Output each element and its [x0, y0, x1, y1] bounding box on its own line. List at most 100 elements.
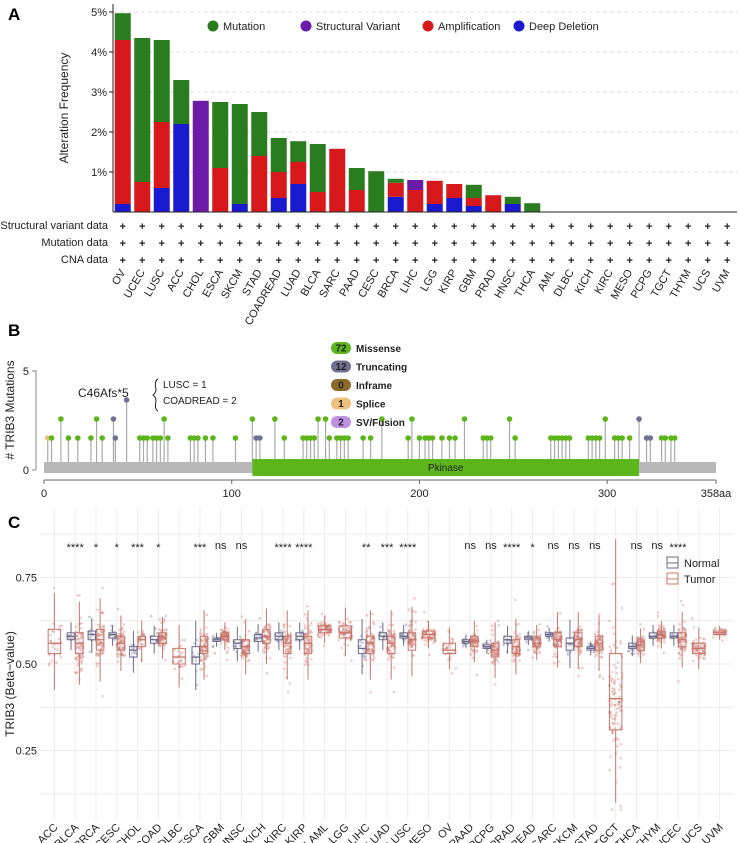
jitter-point [518, 632, 522, 636]
lollipop-head [512, 435, 518, 441]
jitter-point [608, 645, 612, 648]
jitter-point [70, 637, 73, 640]
jitter-point [164, 658, 167, 662]
jitter-point [305, 633, 308, 636]
jitter-point [388, 629, 391, 633]
jitter-point [612, 713, 616, 717]
jitter-point [227, 640, 230, 643]
jitter-point [694, 644, 698, 647]
jitter-point [533, 651, 537, 654]
jitter-point [533, 648, 536, 652]
jitter-point [391, 644, 394, 647]
jitter-point [517, 643, 520, 647]
jitter-point [349, 620, 353, 624]
jitter-point [226, 646, 230, 650]
jitter-point [81, 654, 85, 658]
lollipop-head [671, 435, 678, 441]
jitter-point [96, 643, 100, 647]
jitter-point [401, 633, 405, 636]
jitter-point [59, 624, 63, 627]
jitter-point [204, 639, 208, 643]
row-marker: + [510, 221, 516, 233]
jitter-point [387, 639, 391, 643]
jitter-point [496, 619, 500, 623]
y-tick-label: 3% [91, 87, 107, 99]
jitter-point [286, 644, 289, 648]
jitter-point [474, 638, 478, 642]
jitter-point [162, 618, 166, 621]
jitter-point [316, 635, 320, 638]
bar-gbm-mutation [465, 184, 482, 198]
panel-a-data-rows: Structural variant data + + + + + + + + + + + + + + + + +… [0, 220, 730, 267]
jitter-point [285, 639, 288, 643]
jitter-point [117, 638, 121, 641]
jitter-point [469, 651, 472, 655]
jitter-point [597, 643, 600, 647]
panel-b-y-label: # TRIB3 Mutations [3, 360, 17, 459]
jitter-point [304, 637, 308, 640]
jitter-point [714, 626, 717, 630]
jitter-point [410, 644, 413, 647]
jitter-point [58, 625, 61, 628]
jitter-point [369, 640, 373, 643]
jitter-point [309, 621, 313, 625]
row-marker: + [217, 238, 223, 250]
jitter-point [612, 643, 616, 647]
row-marker: + [120, 238, 126, 250]
jitter-point [342, 622, 346, 625]
jitter-point [142, 643, 146, 647]
jitter-point [450, 672, 454, 675]
jitter-point [536, 638, 539, 642]
jitter-point [694, 638, 698, 641]
jitter-point [123, 630, 126, 634]
jitter-point [515, 647, 519, 651]
jitter-point [158, 638, 162, 642]
jitter-point [117, 640, 121, 643]
jitter-point [536, 635, 540, 639]
jitter-point [79, 626, 83, 630]
lollipop-head [315, 416, 321, 422]
jitter-point [413, 597, 416, 600]
jitter-point [679, 647, 683, 651]
jitter-point [117, 646, 121, 650]
jitter-point [199, 655, 203, 659]
jitter-point [97, 643, 100, 647]
jitter-point [388, 623, 391, 627]
jitter-point [413, 636, 416, 639]
jitter-point [411, 643, 415, 647]
jitter-point [163, 634, 166, 638]
significance-label: ns [631, 540, 643, 552]
row-marker: + [237, 255, 243, 267]
significance-label: **** [399, 542, 417, 554]
jitter-point [359, 640, 362, 643]
bar-lihc-structural-variant [407, 180, 424, 190]
jitter-point [367, 644, 371, 648]
jitter-point [365, 613, 369, 617]
jitter-point [618, 700, 621, 704]
lollipop-head [416, 435, 423, 441]
jitter-point [163, 628, 167, 631]
jitter-point [594, 654, 597, 658]
jitter-point [593, 632, 597, 636]
jitter-point [309, 629, 312, 633]
jitter-point [268, 623, 271, 626]
jitter-point [597, 646, 600, 650]
jitter-point [305, 605, 309, 608]
jitter-point [160, 634, 164, 637]
jitter-point [202, 638, 206, 642]
jitter-point [679, 644, 683, 647]
jitter-point [179, 644, 183, 647]
jitter-point [245, 653, 249, 657]
lollipop-head [619, 435, 625, 441]
jitter-point [471, 637, 474, 641]
jitter-point [557, 636, 561, 639]
jitter-point [591, 643, 594, 647]
jitter-point [243, 646, 247, 650]
jitter-point [201, 667, 204, 671]
jitter-point [180, 638, 184, 642]
box-body [386, 635, 396, 655]
significance-label: *** [131, 542, 145, 554]
box-body [565, 637, 575, 651]
jitter-point [263, 646, 267, 650]
jitter-point [495, 646, 499, 650]
